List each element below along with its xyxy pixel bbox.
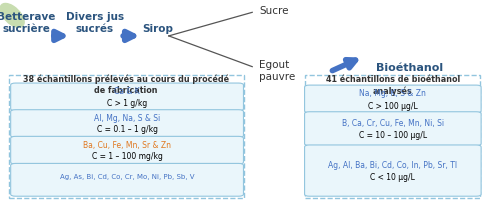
- Text: Ag, As, Bi, Cd, Co, Cr, Mo, Ni, Pb, Sb, V: Ag, As, Bi, Cd, Co, Cr, Mo, Ni, Pb, Sb, …: [60, 173, 194, 179]
- Text: Bioéthanol: Bioéthanol: [376, 62, 442, 72]
- Text: C > 100 µg/L: C > 100 µg/L: [367, 101, 417, 110]
- Text: Ca & K: Ca & K: [114, 87, 140, 96]
- Text: 38 échantillons prélevés au cours du procédé
de fabrication: 38 échantillons prélevés au cours du pro…: [23, 74, 228, 95]
- FancyBboxPatch shape: [11, 164, 243, 196]
- Text: C < 10 µg/L: C < 10 µg/L: [370, 172, 414, 181]
- FancyBboxPatch shape: [304, 86, 480, 113]
- Ellipse shape: [0, 4, 24, 28]
- FancyBboxPatch shape: [11, 137, 243, 164]
- Text: Betterave
sucrière: Betterave sucrière: [0, 12, 56, 34]
- FancyBboxPatch shape: [304, 145, 480, 196]
- Text: C = 1 – 100 mg/kg: C = 1 – 100 mg/kg: [91, 151, 162, 160]
- Text: B, Ca, Cr, Cu, Fe, Mn, Ni, Si: B, Ca, Cr, Cu, Fe, Mn, Ni, Si: [341, 119, 443, 127]
- Text: C = 0.1 – 1 g/kg: C = 0.1 – 1 g/kg: [96, 125, 157, 133]
- Text: Sucre: Sucre: [259, 6, 288, 16]
- FancyBboxPatch shape: [11, 84, 243, 111]
- Text: C > 1 g/kg: C > 1 g/kg: [107, 98, 147, 107]
- Text: Egout
pauvre: Egout pauvre: [259, 60, 295, 81]
- Text: Sirop: Sirop: [142, 24, 173, 34]
- Text: Ba, Cu, Fe, Mn, Sr & Zn: Ba, Cu, Fe, Mn, Sr & Zn: [83, 140, 171, 149]
- Text: Na, Mg, K, S & Zn: Na, Mg, K, S & Zn: [359, 89, 425, 98]
- Text: 41 échantillons de bioéthanol
analysés: 41 échantillons de bioéthanol analysés: [325, 74, 459, 95]
- FancyBboxPatch shape: [11, 110, 243, 138]
- Text: Al, Mg, Na, S & Si: Al, Mg, Na, S & Si: [94, 113, 160, 122]
- Text: Divers jus
sucrés: Divers jus sucrés: [65, 12, 123, 34]
- Text: Ag, Al, Ba, Bi, Cd, Co, In, Pb, Sr, Tl: Ag, Al, Ba, Bi, Cd, Co, In, Pb, Sr, Tl: [328, 160, 456, 169]
- Text: C = 10 – 100 µg/L: C = 10 – 100 µg/L: [358, 131, 426, 140]
- FancyBboxPatch shape: [304, 112, 480, 146]
